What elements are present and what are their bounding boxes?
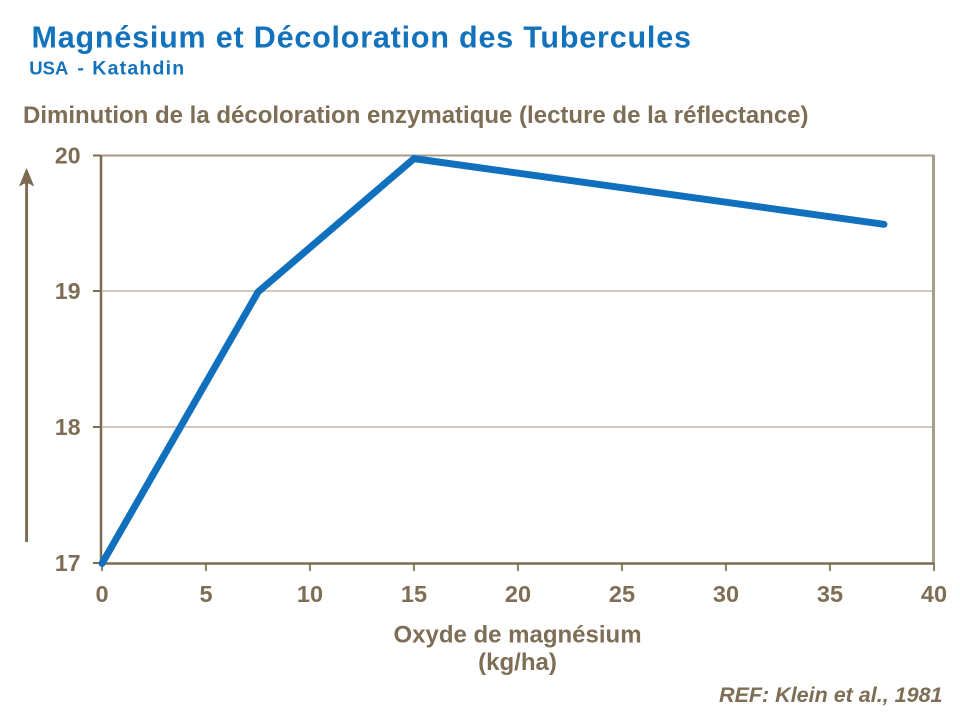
svg-text:30: 30 xyxy=(713,581,739,607)
svg-text:20: 20 xyxy=(505,581,531,607)
svg-text:5: 5 xyxy=(199,581,212,607)
svg-text:19: 19 xyxy=(55,278,81,304)
svg-text:Magnésium et Décoloration des: Magnésium et Décoloration des Tubercules xyxy=(32,21,692,55)
svg-text:35: 35 xyxy=(817,581,843,607)
svg-text:18: 18 xyxy=(55,414,81,440)
svg-text:Diminution de la décoloration: Diminution de la décoloration enzymatiqu… xyxy=(23,102,809,129)
svg-text:0: 0 xyxy=(95,581,108,607)
svg-text:25: 25 xyxy=(609,581,635,607)
svg-text:15: 15 xyxy=(401,581,427,607)
svg-text:Oxyde de magnésium: Oxyde de magnésium xyxy=(393,622,641,649)
svg-text:(kg/ha): (kg/ha) xyxy=(478,649,557,676)
svg-text:20: 20 xyxy=(55,143,81,169)
svg-text:40: 40 xyxy=(921,581,947,607)
svg-text:17: 17 xyxy=(55,550,81,576)
svg-text:REF: Klein et al., 1981: REF: Klein et al., 1981 xyxy=(719,683,942,707)
svg-text:USA-Katahdin: USA - Katahdin xyxy=(29,58,185,80)
svg-text:10: 10 xyxy=(297,581,323,607)
